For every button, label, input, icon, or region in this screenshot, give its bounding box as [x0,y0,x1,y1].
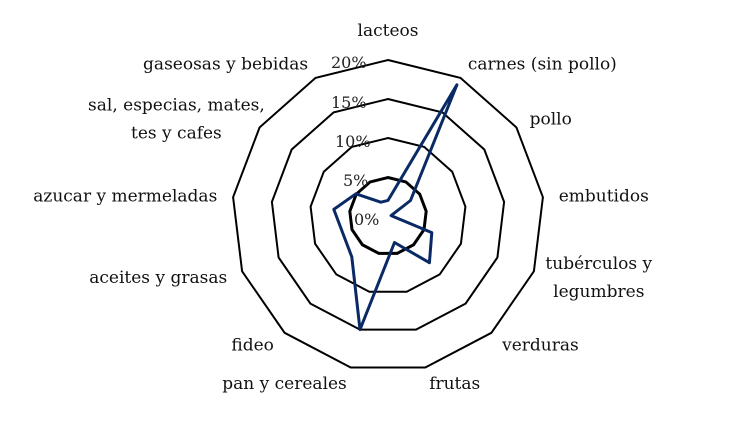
category-label: legumbres [553,282,644,302]
category-label: frutas [429,374,480,394]
category-label: tubérculos y [545,254,652,274]
category-label: verduras [501,336,579,356]
tick-label: 20% [331,53,367,72]
series-line [332,83,459,332]
grid-rings [232,58,544,369]
category-label: sal, especias, mates, [88,95,265,115]
category-label: pollo [530,109,572,129]
tick-label: 15% [331,93,367,112]
grid-ring-15 [270,97,506,331]
category-label: azucar y mermeladas [33,186,217,206]
grid-ring-5 [348,175,428,255]
grid-ring-10 [309,136,467,293]
category-label: aceites y grasas [89,268,227,288]
category-label: tes y cafes [131,123,222,143]
category-label: pan y cereales [222,374,347,394]
category-label: lacteos [358,21,419,41]
category-label: gaseosas y bebidas [143,55,308,75]
tick-label: 10% [335,132,371,151]
category-labels: lacteos carnes (sin pollo) pollo embutidos t… [33,21,652,394]
category-label: embutidos [559,186,649,206]
series-group [332,83,459,332]
tick-label: 5% [343,171,368,190]
category-label: carnes (sin pollo) [468,55,617,75]
category-label: fideo [231,336,274,356]
tick-labels: 0% 5% 10% 15% 20% [331,53,379,229]
grid-ring-20 [232,58,544,369]
tick-label: 0% [354,210,379,229]
